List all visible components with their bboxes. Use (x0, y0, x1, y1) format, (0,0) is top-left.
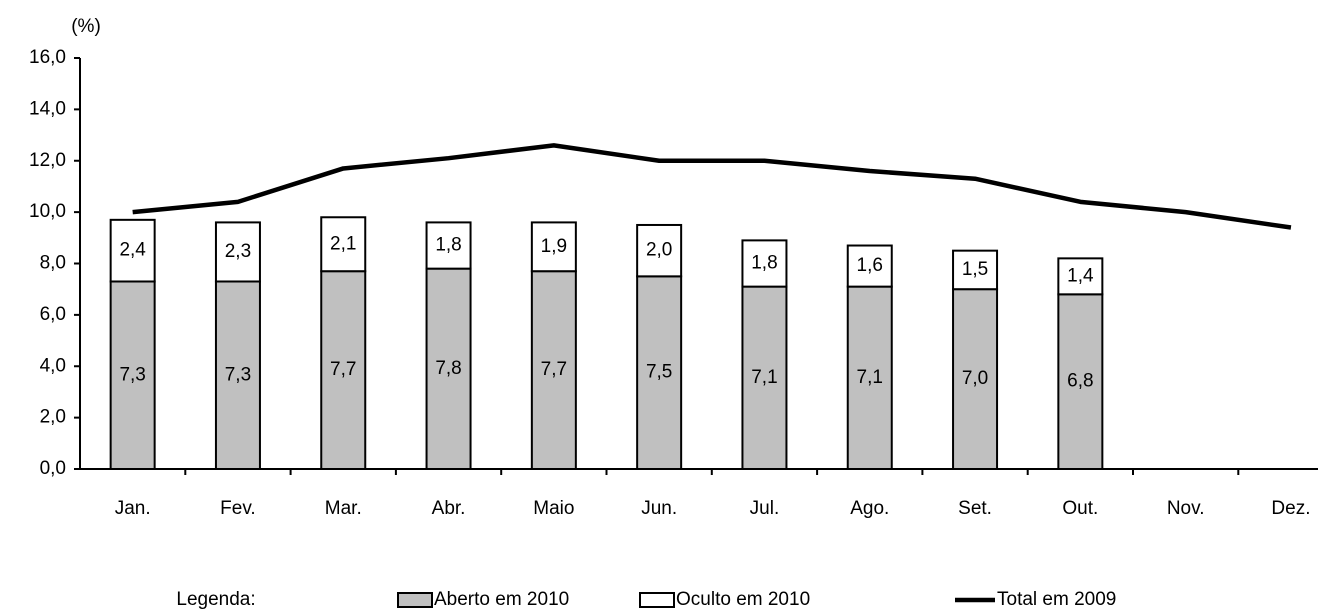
bar-segment (1057, 257, 1104, 296)
data-label: 2,3 (225, 241, 251, 262)
y-tick-label: 10,0 (29, 201, 66, 222)
x-tick-label: Abr. (432, 498, 466, 519)
bar-segment (741, 285, 788, 470)
y-tick-label: 2,0 (40, 407, 66, 428)
bar-segment (530, 221, 577, 273)
line-series (132, 143, 1292, 230)
data-label: 2,4 (119, 240, 146, 261)
legend-label: Aberto em 2010 (434, 589, 569, 610)
data-label: 1,8 (435, 235, 461, 256)
y-tick-label: 12,0 (29, 150, 66, 171)
data-label: 7,5 (646, 362, 672, 383)
bar-segment (952, 288, 999, 470)
legend-swatch (639, 592, 675, 608)
y-tick-label: 0,0 (40, 458, 66, 479)
data-label: 7,1 (857, 367, 883, 388)
data-label: 2,1 (330, 233, 356, 254)
bar-segment (320, 216, 367, 273)
y-tick-label: 14,0 (29, 98, 66, 119)
x-tick-label: Jun. (641, 498, 677, 519)
y-tick-label: 6,0 (40, 304, 66, 325)
bar-segment (214, 221, 261, 283)
data-label: 7,7 (330, 359, 356, 380)
bar-segment (952, 249, 999, 291)
data-label: 2,0 (646, 240, 672, 261)
data-label: 1,5 (962, 259, 988, 280)
legend-label: Total em 2009 (997, 589, 1116, 610)
legend-label: Oculto em 2010 (676, 589, 810, 610)
data-label: 1,9 (541, 236, 567, 257)
data-label: 7,3 (119, 364, 145, 385)
bar-segment (320, 270, 367, 470)
x-tick-label: Jul. (750, 498, 780, 519)
bar-segment (741, 239, 788, 288)
bar-segment (636, 223, 683, 278)
bar-segment (109, 218, 156, 283)
x-tick-label: Fev. (220, 498, 256, 519)
x-tick-label: Ago. (850, 498, 889, 519)
data-label: 1,4 (1067, 265, 1094, 286)
x-tick-label: Out. (1062, 498, 1098, 519)
data-label: 7,7 (541, 359, 567, 380)
x-tick-label: Mar. (325, 498, 362, 519)
x-tick-label: Jan. (115, 498, 151, 519)
data-label: 6,8 (1067, 371, 1093, 392)
y-tick-label: 16,0 (29, 47, 66, 68)
data-label: 7,1 (751, 367, 777, 388)
bar-segment (425, 221, 472, 270)
x-tick-label: Maio (533, 498, 574, 519)
data-label: 7,8 (435, 358, 461, 379)
bar-segment (109, 280, 156, 471)
data-label: 7,3 (225, 364, 251, 385)
x-tick-label: Dez. (1271, 498, 1310, 519)
legend-swatch (397, 592, 433, 608)
legend-title: Legenda: (176, 589, 255, 610)
y-tick-label: 4,0 (40, 355, 66, 376)
y-tick-label: 8,0 (40, 253, 66, 274)
x-tick-label: Set. (958, 498, 992, 519)
data-label: 1,8 (751, 253, 777, 274)
data-label: 1,6 (857, 255, 883, 276)
y-unit-label: (%) (71, 16, 101, 37)
bar-segment (846, 244, 893, 288)
data-label: 7,0 (962, 368, 988, 389)
bar-segment (636, 275, 683, 470)
x-tick-label: Nov. (1167, 498, 1205, 519)
bar-segment (530, 270, 577, 470)
